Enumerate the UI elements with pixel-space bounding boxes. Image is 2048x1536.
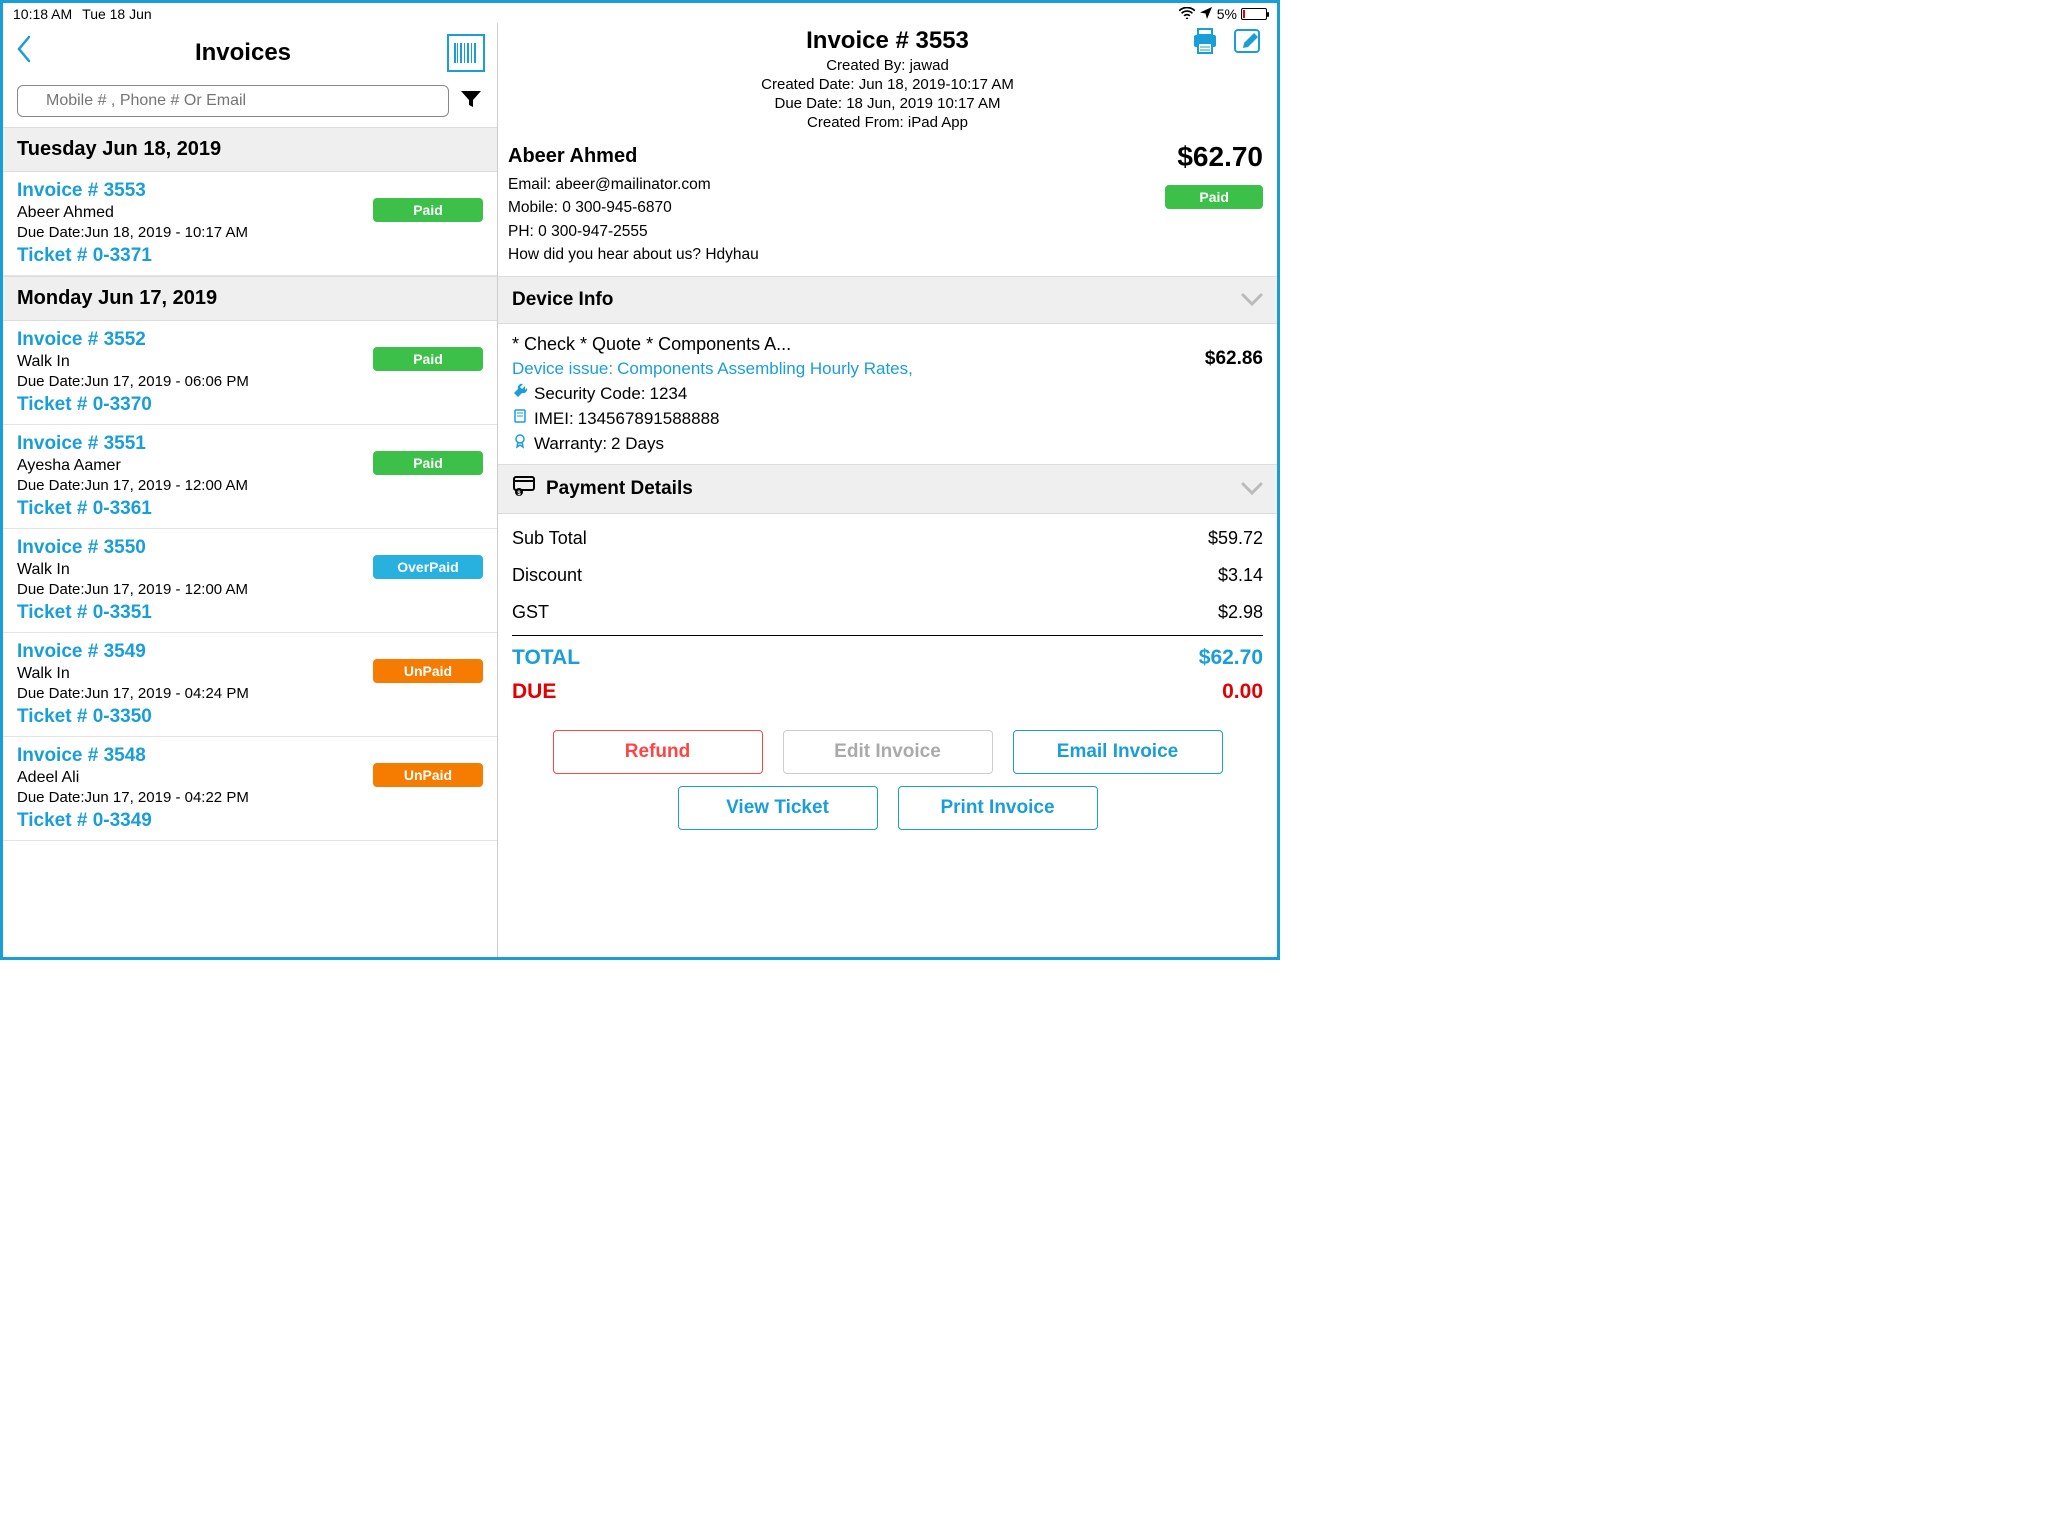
imei-value: 134567891588888 — [578, 409, 720, 429]
created-by-value: jawad — [910, 57, 949, 74]
payment-details-header[interactable]: $ Payment Details — [498, 464, 1277, 514]
battery-icon — [1241, 8, 1267, 20]
view-ticket-button[interactable]: View Ticket — [678, 786, 878, 830]
warranty-icon — [512, 433, 530, 454]
invoice-due: Due Date:Jun 18, 2019 - 10:17 AM — [17, 224, 483, 241]
warranty-label: Warranty: — [534, 434, 607, 454]
invoice-list-item[interactable]: Invoice # 3551Ayesha AamerDue Date:Jun 1… — [3, 425, 497, 529]
status-badge: Paid — [373, 347, 483, 371]
wrench-icon — [512, 383, 530, 404]
invoice-due: Due Date:Jun 17, 2019 - 04:24 PM — [17, 685, 483, 702]
gst-label: GST — [512, 602, 549, 623]
due-label: DUE — [512, 680, 556, 704]
security-code-value: 1234 — [650, 384, 688, 404]
back-button[interactable] — [15, 34, 39, 72]
security-code-label: Security Code: — [534, 384, 646, 404]
edit-invoice-button[interactable]: Edit Invoice — [783, 730, 993, 774]
status-date: Tue 18 Jun — [82, 6, 152, 22]
due-date-label: Due Date: — [774, 95, 842, 112]
status-time: 10:18 AM — [13, 6, 72, 22]
print-icon-button[interactable] — [1189, 25, 1221, 57]
created-from-label: Created From: — [807, 114, 904, 131]
device-issue-value: Components Assembling Hourly Rates, — [617, 359, 913, 379]
status-badge: Paid — [373, 198, 483, 222]
location-icon — [1199, 6, 1213, 23]
customer-name: Abeer Ahmed — [508, 141, 759, 171]
status-bar: 10:18 AM Tue 18 Jun 5% — [3, 3, 1277, 23]
gst-value: $2.98 — [1218, 602, 1263, 623]
status-badge: UnPaid — [373, 659, 483, 683]
date-header: Tuesday Jun 18, 2019 — [3, 127, 497, 172]
device-price: $62.86 — [1205, 348, 1263, 370]
chevron-down-icon — [1241, 287, 1263, 313]
invoice-ticket: Ticket # 0-3370 — [17, 394, 483, 416]
search-input[interactable] — [17, 85, 449, 117]
invoice-ticket: Ticket # 0-3351 — [17, 602, 483, 624]
subtotal-label: Sub Total — [512, 528, 587, 549]
hear-value: Hdyhau — [705, 246, 758, 263]
total-value: $62.70 — [1199, 646, 1263, 670]
print-invoice-button[interactable]: Print Invoice — [898, 786, 1098, 830]
email-invoice-button[interactable]: Email Invoice — [1013, 730, 1223, 774]
invoice-list-item[interactable]: Invoice # 3552Walk InDue Date:Jun 17, 20… — [3, 321, 497, 425]
device-info-header[interactable]: Device Info — [498, 276, 1277, 324]
due-value: 0.00 — [1222, 680, 1263, 704]
left-title: Invoices — [39, 39, 447, 67]
invoice-list-item[interactable]: Invoice # 3553Abeer AhmedDue Date:Jun 18… — [3, 172, 497, 276]
edit-icon-button[interactable] — [1231, 25, 1263, 57]
invoice-list-item[interactable]: Invoice # 3550Walk InDue Date:Jun 17, 20… — [3, 529, 497, 633]
created-from-value: iPad App — [908, 114, 968, 131]
invoice-ticket: Ticket # 0-3361 — [17, 498, 483, 520]
barcode-button[interactable] — [447, 34, 485, 72]
mobile-value: 0 300-945-6870 — [562, 199, 671, 216]
ph-label: PH: — [508, 223, 534, 240]
warranty-value: 2 Days — [611, 434, 664, 454]
invoice-due: Due Date:Jun 17, 2019 - 12:00 AM — [17, 581, 483, 598]
customer-total: $62.70 — [1165, 141, 1263, 173]
date-header: Monday Jun 17, 2019 — [3, 276, 497, 321]
invoice-ticket: Ticket # 0-3371 — [17, 245, 483, 267]
chevron-down-icon — [1241, 476, 1263, 502]
ph-value: 0 300-947-2555 — [538, 223, 647, 240]
device-info-title: Device Info — [512, 289, 613, 311]
email-value: abeer@mailinator.com — [555, 176, 710, 193]
wifi-icon — [1179, 6, 1195, 22]
status-badge: OverPaid — [373, 555, 483, 579]
card-icon: $ — [512, 475, 538, 503]
total-label: TOTAL — [512, 646, 580, 670]
mobile-label: Mobile: — [508, 199, 558, 216]
filter-button[interactable] — [459, 87, 483, 116]
imei-label: IMEI: — [534, 409, 574, 429]
invoice-detail-pane: Invoice # 3553 Created By: jawad Created… — [498, 23, 1277, 957]
refund-button[interactable]: Refund — [553, 730, 763, 774]
invoice-ticket: Ticket # 0-3349 — [17, 810, 483, 832]
battery-pct: 5% — [1217, 6, 1237, 22]
payment-details-title: Payment Details — [546, 478, 693, 500]
hear-label: How did you hear about us? — [508, 246, 701, 263]
created-by-label: Created By: — [826, 57, 905, 74]
subtotal-value: $59.72 — [1208, 528, 1263, 549]
status-badge: UnPaid — [373, 763, 483, 787]
discount-label: Discount — [512, 565, 582, 586]
invoice-list-item[interactable]: Invoice # 3549Walk InDue Date:Jun 17, 20… — [3, 633, 497, 737]
discount-value: $3.14 — [1218, 565, 1263, 586]
device-title: * Check * Quote * Components A... — [512, 334, 1263, 355]
created-date-value: Jun 18, 2019-10:17 AM — [859, 76, 1014, 93]
created-date-label: Created Date: — [761, 76, 854, 93]
invoice-due: Due Date:Jun 17, 2019 - 06:06 PM — [17, 373, 483, 390]
invoice-due: Due Date:Jun 17, 2019 - 12:00 AM — [17, 477, 483, 494]
invoice-title: Invoice # 3553 — [498, 27, 1277, 55]
email-label: Email: — [508, 176, 551, 193]
invoice-list-item[interactable]: Invoice # 3548Adeel AliDue Date:Jun 17, … — [3, 737, 497, 841]
paid-badge: Paid — [1165, 185, 1263, 209]
invoice-ticket: Ticket # 0-3350 — [17, 706, 483, 728]
device-issue-label: Device issue: — [512, 359, 613, 379]
imei-icon — [512, 408, 530, 429]
due-date-value: 18 Jun, 2019 10:17 AM — [846, 95, 1000, 112]
invoice-list-pane: Invoices Tuesday Jun 18, 2019I — [3, 23, 498, 957]
invoice-due: Due Date:Jun 17, 2019 - 04:22 PM — [17, 789, 483, 806]
status-badge: Paid — [373, 451, 483, 475]
